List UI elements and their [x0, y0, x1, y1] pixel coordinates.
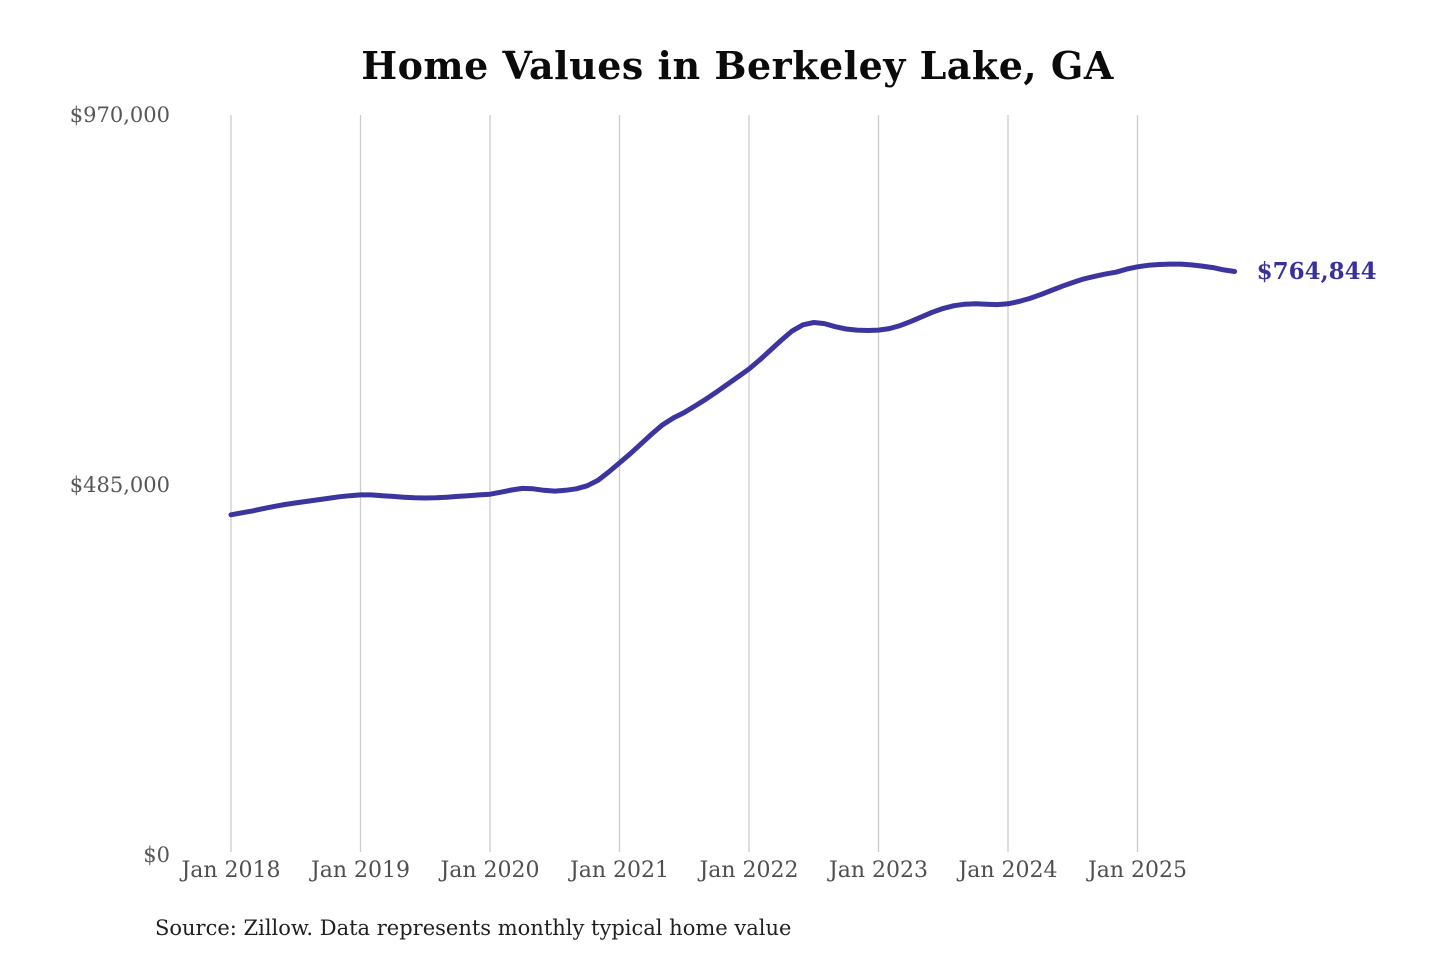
y-axis-tick-label: $0 [143, 843, 170, 867]
x-axis-tick-label: Jan 2024 [958, 858, 1058, 883]
home-value-line [228, 261, 1238, 518]
x-axis-tick-label: Jan 2018 [181, 858, 281, 883]
x-axis-tick-label: Jan 2021 [569, 858, 670, 883]
x-axis-tick-label: Jan 2020 [440, 858, 540, 883]
source-note: Source: Zillow. Data represents monthly … [155, 916, 792, 940]
x-axis-tick-label: Jan 2023 [828, 858, 929, 883]
chart-title: Home Values in Berkeley Lake, GA [361, 43, 1114, 88]
x-axis-tick-label: Jan 2019 [310, 858, 411, 883]
y-axis-tick-label: $485,000 [69, 473, 170, 497]
y-axis-tick-label: $970,000 [69, 103, 170, 127]
x-axis-tick-label: Jan 2025 [1087, 858, 1188, 883]
x-axis-tick-label: Jan 2022 [699, 858, 799, 883]
latest-value-label: $764,844 [1256, 257, 1377, 285]
